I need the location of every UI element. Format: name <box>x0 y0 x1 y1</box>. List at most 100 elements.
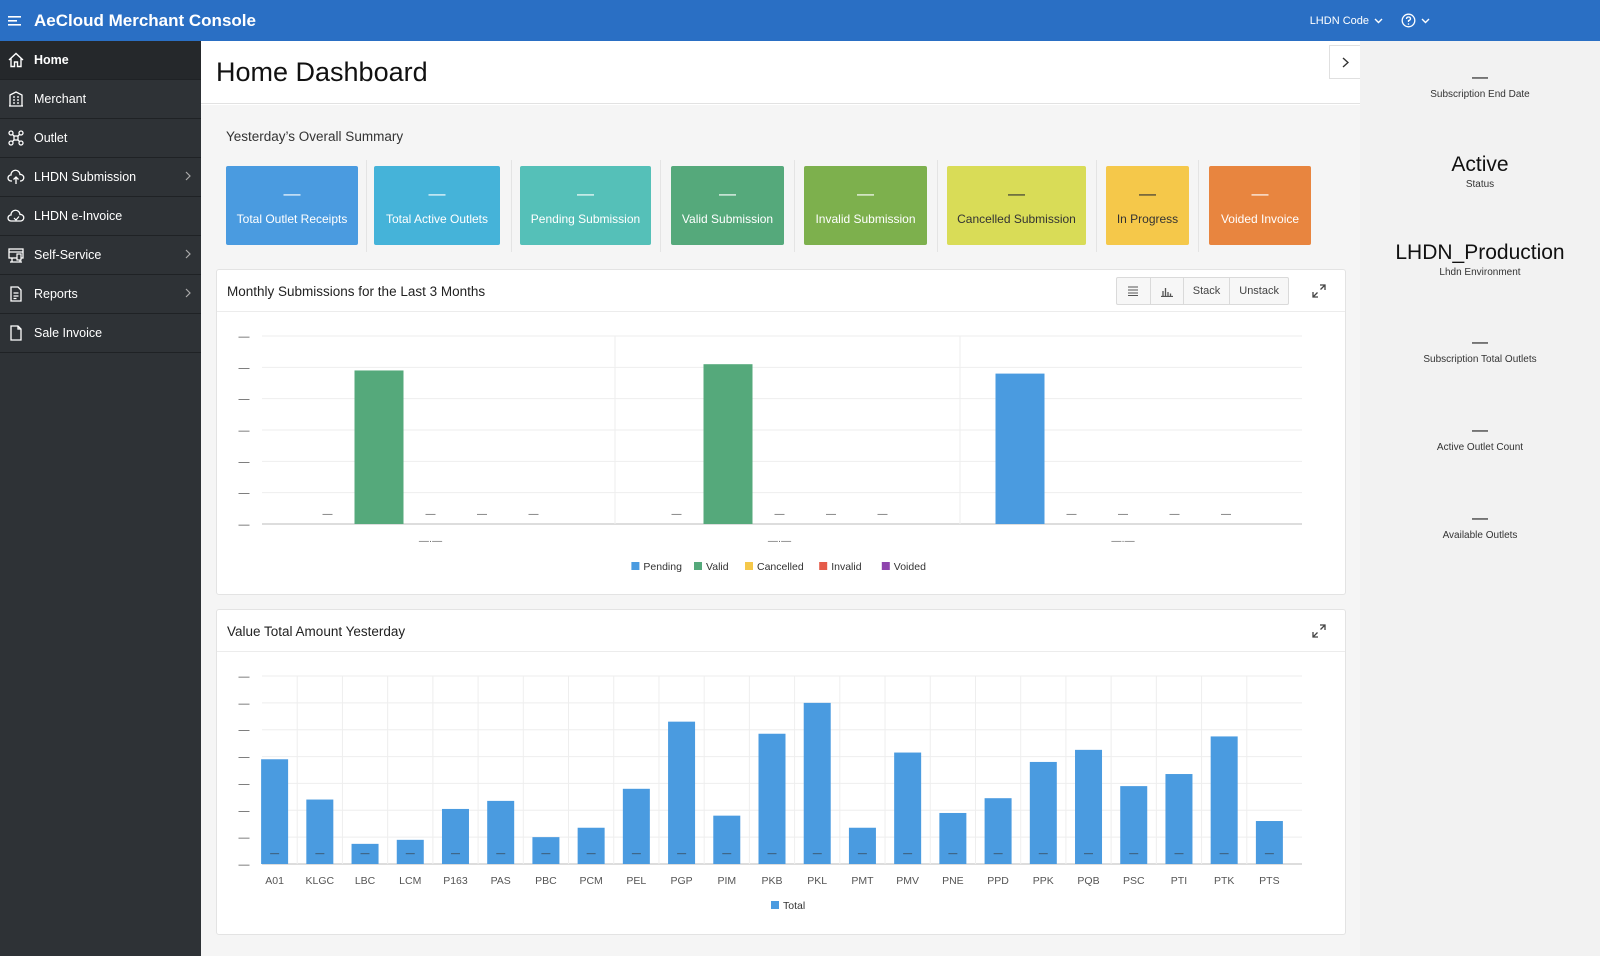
building-icon <box>4 87 28 111</box>
bar-value-label: — <box>878 509 888 520</box>
bar-value-label: — <box>477 509 487 520</box>
sidebar-item-merchant[interactable]: Merchant <box>0 80 201 119</box>
panel-header: Monthly Submissions for the Last 3 Month… <box>217 270 1345 312</box>
value-total-panel: Value Total Amount Yesterday — — — — — — — — — A0… <box>216 609 1346 935</box>
bar-value-label: — <box>722 848 731 858</box>
expand-icon[interactable] <box>1311 283 1327 299</box>
tile-in-progress[interactable]: — In Progress <box>1106 166 1189 245</box>
stat-value: — <box>1472 510 1488 527</box>
sidebar-item-sale-invoice[interactable]: Sale Invoice <box>0 314 201 353</box>
bar-valid <box>354 370 404 524</box>
help-menu[interactable] <box>1401 13 1430 28</box>
bar-total <box>758 733 786 864</box>
tile-value: — <box>857 184 874 203</box>
bar-total <box>1255 821 1283 864</box>
sidebar-item-label: Reports <box>34 287 78 301</box>
stat-active-outlet-count: — Active Outlet Count <box>1360 422 1600 453</box>
tile-label: In Progress <box>1116 212 1179 226</box>
tile-divider <box>1096 160 1097 252</box>
bar-total <box>1029 761 1057 864</box>
x-category-label: —·— <box>1111 536 1134 547</box>
monthly-submissions-chart: — — — — — — — — — — — —·— — — — — —·— — — — — —·— Pending Valid… <box>239 331 1302 573</box>
tile-value: — <box>1139 184 1156 203</box>
sidebar-item-label: LHDN e-Invoice <box>34 209 123 223</box>
tile-total-active-outlets[interactable]: — Total Active Outlets <box>374 166 500 245</box>
tile-total-outlet-receipts[interactable]: — Total Outlet Receipts <box>226 166 358 245</box>
y-tick-label: — <box>239 778 250 790</box>
x-category-label: PEL <box>626 875 646 887</box>
tile-value: — <box>1251 184 1269 203</box>
chart-view-button[interactable] <box>1149 278 1183 304</box>
y-tick-label: — <box>239 425 250 437</box>
summary-title: Yesterday’s Overall Summary <box>226 129 404 144</box>
y-tick-label: — <box>239 362 250 374</box>
document-icon <box>4 321 28 345</box>
tile-label: Total Outlet Receipts <box>236 212 348 226</box>
bar-total <box>984 798 1012 864</box>
bar-value-label: — <box>1265 848 1274 858</box>
sidebar-item-self-service[interactable]: Self-Service <box>0 236 201 275</box>
y-tick-label: — <box>239 456 250 468</box>
stat-label: Status <box>1465 179 1495 190</box>
x-category-label: PKB <box>761 875 782 887</box>
x-category-label: PNE <box>942 875 964 887</box>
tile-valid-submission[interactable]: — Valid Submission <box>671 166 784 245</box>
sidebar-item-lhdn-submission[interactable]: LHDN Submission <box>0 158 201 197</box>
main-area: Home Dashboard Yesterday’s Overall Summa… <box>201 41 1361 956</box>
bar-total <box>532 837 560 864</box>
hamburger-icon[interactable] <box>0 0 30 41</box>
stat-value: — <box>1472 422 1488 439</box>
sidebar-item-label: Sale Invoice <box>34 326 103 340</box>
bar-value-label: — <box>1220 848 1229 858</box>
bar-total <box>803 702 831 864</box>
y-tick-label: — <box>239 832 250 844</box>
sidebar-item-label: LHDN Submission <box>34 170 137 184</box>
tile-pending-submission[interactable]: — Pending Submission <box>520 166 651 245</box>
tile-label: Cancelled Submission <box>957 212 1076 226</box>
stat-status: Active Status <box>1360 153 1600 190</box>
lhdn-code-menu[interactable]: LHDN Code <box>1310 15 1383 27</box>
bar-value-label: — <box>1221 509 1231 520</box>
x-category-label: PIM <box>717 875 736 887</box>
tile-voided-invoice[interactable]: — Voided Invoice <box>1209 166 1311 245</box>
bar-value-label: — <box>813 848 822 858</box>
tile-value: — <box>283 184 301 203</box>
bar-total <box>306 799 334 864</box>
sidebar-item-reports[interactable]: Reports <box>0 275 201 314</box>
panel-header: Value Total Amount Yesterday <box>217 610 1345 652</box>
x-category-label: LBC <box>355 875 376 887</box>
bar-total <box>1120 786 1148 864</box>
stat-label: Subscription Total Outlets <box>1423 354 1537 365</box>
tile-invalid-submission[interactable]: — Invalid Submission <box>804 166 927 245</box>
stat-label: Subscription End Date <box>1430 89 1530 100</box>
stat-label: Available Outlets <box>1442 530 1518 541</box>
bar-value-label: — <box>1039 848 1048 858</box>
unstack-button[interactable]: Unstack <box>1229 278 1288 304</box>
bar-total <box>396 839 424 864</box>
chevron-right-icon <box>185 287 191 301</box>
sidebar-item-outlet[interactable]: Outlet <box>0 119 201 158</box>
y-tick-label: — <box>239 805 250 817</box>
y-tick-label: — <box>239 725 250 737</box>
top-header: AeCloud Merchant Console LHDN Code <box>0 0 1600 41</box>
stack-button[interactable]: Stack <box>1182 278 1230 304</box>
sidebar-item-lhdn-e-invoice[interactable]: LHDN e-Invoice <box>0 197 201 236</box>
list-view-button[interactable] <box>1117 278 1150 304</box>
legend-swatch <box>745 562 753 570</box>
bar-value-label: — <box>361 848 370 858</box>
legend-label: Valid <box>706 561 729 573</box>
bar-total <box>894 752 922 864</box>
help-circle-icon <box>1401 13 1416 28</box>
stat-lhdn-environment: LHDN_Production Lhdn Environment <box>1360 241 1600 278</box>
page-title-bar: Home Dashboard <box>201 41 1361 104</box>
stat-available-outlets: — Available Outlets <box>1360 510 1600 541</box>
right-info-pane: — Subscription End Date Active Status LH… <box>1360 41 1600 956</box>
collapse-right-pane-button[interactable] <box>1329 45 1361 79</box>
sidebar-item-home[interactable]: Home <box>0 41 201 80</box>
expand-icon[interactable] <box>1311 623 1327 639</box>
stat-label: Lhdn Environment <box>1439 267 1521 278</box>
bar-value-label: — <box>1129 848 1138 858</box>
tile-cancelled-submission[interactable]: — Cancelled Submission <box>947 166 1086 245</box>
app-title[interactable]: AeCloud Merchant Console <box>34 10 256 30</box>
list-view-icon <box>1128 286 1139 296</box>
